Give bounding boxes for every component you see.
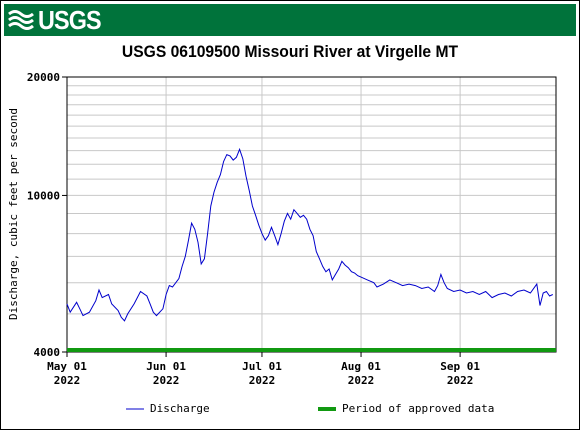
plot-area-border (66, 76, 557, 353)
y-tick-label: 20000 (27, 71, 60, 84)
logo-text: USGS (38, 4, 102, 35)
y-tick-label: 10000 (27, 189, 60, 202)
legend-discharge: Discharge (126, 402, 210, 415)
x-tick-label: Sep 01 (440, 360, 480, 373)
x-tick-year: 2022 (447, 374, 474, 387)
y-tick-label: 4000 (34, 346, 61, 359)
x-tick-label: Aug 01 (341, 360, 381, 373)
approved-period-bar (67, 348, 556, 352)
x-tick-year: 2022 (54, 374, 81, 387)
header-banner: USGS (4, 4, 576, 36)
usgs-logo[interactable]: USGS (8, 4, 108, 36)
legend-approved-swatch (318, 406, 336, 411)
legend-approved-label: Period of approved data (342, 402, 495, 415)
chart-title: USGS 06109500 Missouri River at Virgelle… (121, 42, 459, 61)
approved-period-mark (67, 348, 556, 352)
discharge-line (66, 147, 554, 322)
legend-discharge-label: Discharge (150, 402, 210, 415)
usgs-wave-icon (8, 10, 34, 30)
legend-discharge-swatch (126, 408, 144, 409)
x-tick-year: 2022 (153, 374, 180, 387)
y-axis-label: Discharge, cubic feet per second (7, 108, 20, 320)
x-tick-year: 2022 (348, 374, 375, 387)
x-tick-year: 2022 (249, 374, 276, 387)
x-tick-label: May 01 (47, 360, 87, 373)
grid-lines (66, 76, 556, 353)
discharge-series (66, 147, 554, 322)
legend-approved: Period of approved data (318, 402, 494, 415)
y-axis-ticks: 4000 10000 20000 (27, 71, 67, 359)
x-tick-label: Jul 01 (242, 360, 282, 373)
x-tick-label: Jun 01 (146, 360, 186, 373)
